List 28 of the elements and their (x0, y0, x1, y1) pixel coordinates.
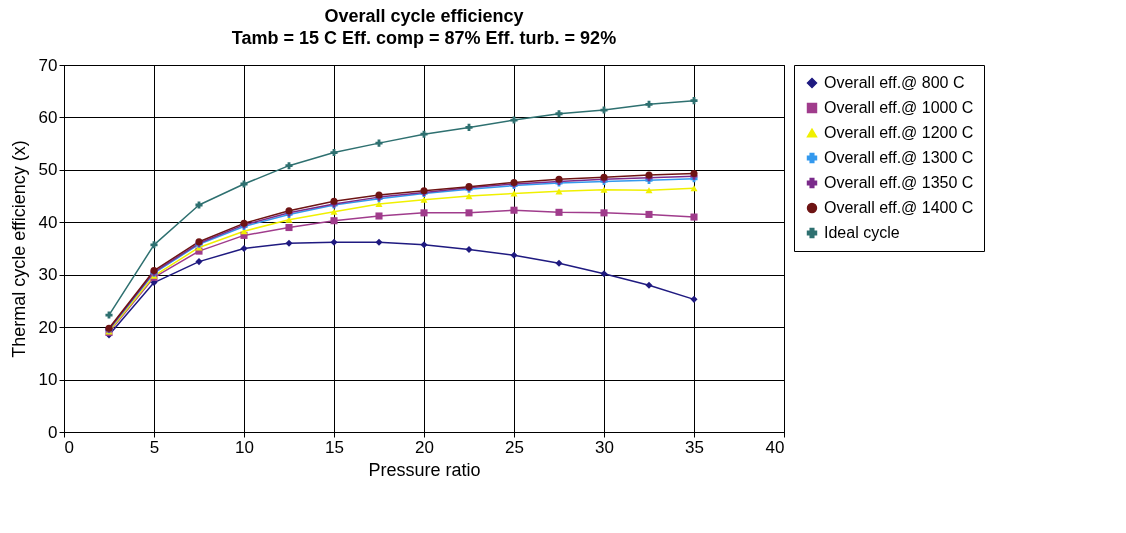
x-tick-label: 20 (415, 437, 434, 457)
legend-label: Overall eff.@ 800 C (824, 74, 965, 91)
y-tick-label: 40 (38, 212, 58, 232)
y-tick-label: 20 (38, 317, 58, 337)
y-tick-label: 60 (38, 107, 58, 127)
chart-title: Overall cycle efficiency (324, 6, 524, 26)
legend-label: Ideal cycle (824, 224, 900, 241)
legend-label: Overall eff.@ 1300 C (824, 149, 974, 166)
legend-label: Overall eff.@ 1200 C (824, 124, 974, 141)
y-axis-title: Thermal cycle efficiency (x) (8, 140, 29, 358)
x-tick-label: 10 (235, 437, 254, 457)
x-tick-label: 25 (505, 437, 524, 457)
x-tick-label: 40 (765, 437, 785, 457)
legend-label: Overall eff.@ 1000 C (824, 99, 974, 116)
y-tick-label: 70 (38, 55, 58, 75)
y-tick-label: 10 (38, 370, 58, 390)
x-tick-label: 15 (325, 437, 344, 457)
x-axis-title: Pressure ratio (368, 459, 481, 480)
x-tick-label: 0 (64, 437, 74, 457)
chart-subtitle: Tamb = 15 C Eff. comp = 87% Eff. turb. = 92% (231, 28, 617, 48)
legend-label: Overall eff.@ 1400 C (824, 199, 974, 216)
x-tick-label: 5 (149, 437, 160, 457)
x-tick-label: 30 (595, 437, 614, 457)
y-tick-label: 0 (48, 422, 58, 442)
y-tick-label: 50 (38, 160, 58, 180)
legend-label: Overall eff.@ 1350 C (824, 174, 974, 191)
x-tick-label: 35 (685, 437, 704, 457)
y-tick-label: 30 (38, 265, 58, 285)
